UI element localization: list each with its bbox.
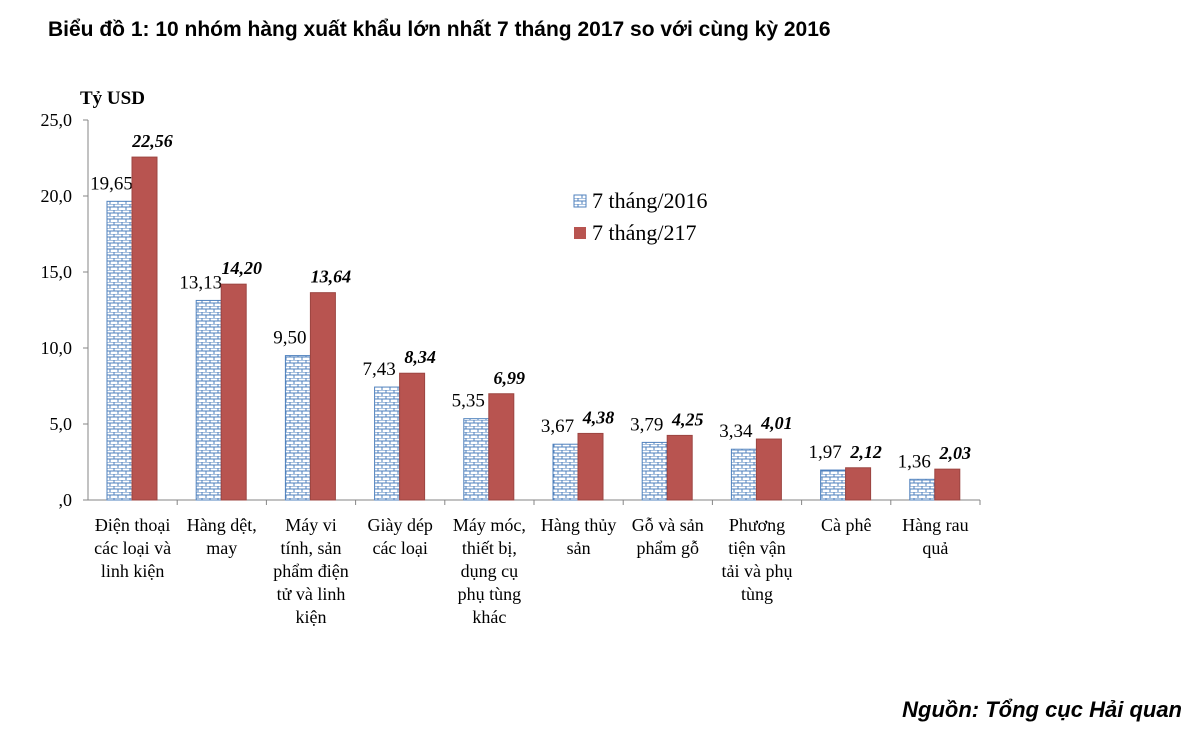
x-tick-label-line: Cà phê — [821, 515, 871, 535]
data-label-2017: 2,03 — [939, 443, 972, 463]
data-label-2016: 3,67 — [541, 416, 574, 437]
x-tick-label-line: tùng — [741, 584, 773, 604]
x-tick-label-line: Giày dép — [367, 515, 432, 535]
x-tick-label-line: linh kiện — [101, 561, 165, 581]
data-label-2017: 4,01 — [760, 413, 793, 433]
data-label-2016: 7,43 — [362, 359, 395, 380]
chart-title: Biểu đồ 1: 10 nhóm hàng xuất khẩu lớn nh… — [48, 18, 831, 41]
legend-label: 7 tháng/2016 — [592, 188, 708, 213]
data-label-2017: 13,64 — [311, 267, 352, 287]
bar-2017 — [131, 156, 158, 501]
bar-2017 — [220, 283, 247, 501]
legend-label: 7 tháng/217 — [592, 220, 697, 245]
data-label-2016: 19,65 — [90, 173, 133, 194]
data-label-2017: 4,25 — [671, 409, 704, 429]
x-tick-label-line: Hàng rau — [902, 515, 968, 535]
y-tick-label: 5,0 — [50, 414, 73, 434]
data-label-2017: 6,99 — [494, 368, 526, 388]
y-tick-label: 20,0 — [41, 186, 73, 206]
bar-2017 — [666, 434, 693, 501]
bar-2017 — [399, 372, 426, 501]
y-axis-title: Tỷ USD — [80, 88, 145, 109]
x-tick-label: Hàng thủy sản — [541, 515, 617, 558]
data-label-2017: 4,38 — [582, 407, 615, 427]
bar-2017 — [755, 438, 782, 501]
data-label-2016: 1,36 — [898, 451, 931, 472]
x-tick-label-line: kiện — [296, 607, 327, 627]
x-tick-label: Giày dép các loại — [367, 515, 432, 558]
x-tick-label-line: Hàng dệt, — [187, 515, 257, 535]
y-tick-label: 15,0 — [41, 262, 73, 282]
bar-2016 — [195, 299, 222, 501]
x-tick-label-line: quả — [922, 538, 948, 558]
bar-2016 — [820, 469, 847, 501]
x-tick-label: Máy vi tính, sản phẩm điện tử và linh kiện — [273, 515, 348, 627]
x-tick-label-line: Hàng thủy — [541, 515, 617, 535]
x-tick-label-line: phẩm điện — [273, 561, 348, 581]
x-tick-label-line: Điện thoại — [95, 515, 170, 535]
x-tick-label-line: Máy vi — [285, 515, 337, 535]
x-tick-label-line: các loại và — [94, 538, 171, 558]
bar-2016 — [552, 443, 579, 501]
data-label-2017: 2,12 — [849, 442, 882, 462]
bar-2017 — [934, 468, 961, 501]
data-label-2017: 8,34 — [404, 347, 436, 367]
x-tick-label: Cà phê — [821, 515, 871, 535]
x-tick-label-line: tải và phụ — [722, 561, 793, 581]
data-label-2017: 14,20 — [221, 258, 262, 278]
data-label-2016: 3,34 — [719, 421, 753, 442]
bar-2017 — [577, 432, 604, 501]
bar-2016 — [374, 386, 401, 501]
x-tick-label-line: các loại — [372, 538, 427, 558]
y-tick-label: 25,0 — [41, 110, 73, 130]
data-label-2016: 9,50 — [273, 328, 306, 349]
y-tick-label: 10,0 — [41, 338, 73, 358]
x-tick-label: Hàng dệt, may — [187, 515, 257, 558]
x-tick-label-line: tính, sản — [281, 538, 342, 558]
x-tick-label-line: thiết bị, — [462, 538, 517, 558]
bar-2017 — [488, 393, 515, 501]
bar-2016 — [909, 478, 936, 501]
x-tick-label-line: phụ tùng — [458, 584, 522, 604]
x-tick-label: Phương tiện vận tải và phụ tùng — [722, 515, 793, 604]
bar-2017 — [309, 292, 336, 501]
legend-swatch — [574, 227, 586, 239]
data-label-2016: 1,97 — [808, 442, 841, 463]
y-tick-label: ,0 — [59, 490, 73, 510]
x-tick-label: Điện thoại các loại và linh kiện — [94, 515, 171, 581]
x-tick-label: Gỗ và sản phẩm gỗ — [632, 515, 704, 558]
x-tick-label-line: Gỗ và sản — [632, 515, 704, 535]
data-label-2016: 3,79 — [630, 414, 663, 435]
bar-2017 — [845, 467, 872, 501]
bar-2016 — [730, 448, 757, 501]
x-tick-label-line: tiện vận — [728, 538, 785, 558]
x-tick-label-line: sản — [567, 538, 591, 558]
data-label-2017: 22,56 — [131, 131, 173, 151]
x-tick-label: Hàng rau quả — [902, 515, 968, 558]
x-tick-label: Máy móc, thiết bị, dụng cụ phụ tùng khác — [453, 515, 526, 627]
x-tick-label-line: Máy móc, — [453, 515, 526, 535]
x-tick-label-line: Phương — [729, 515, 785, 535]
data-label-2016: 13,13 — [179, 272, 222, 293]
legend-swatch — [573, 194, 587, 208]
x-tick-label-line: may — [206, 538, 237, 558]
bar-2016 — [641, 441, 668, 501]
x-tick-label-line: phẩm gỗ — [637, 538, 700, 558]
x-tick-label-line: khác — [472, 607, 506, 627]
data-label-2016: 5,35 — [452, 391, 485, 412]
bar-2016 — [463, 418, 490, 501]
x-tick-label-line: tử và linh — [277, 584, 346, 604]
x-tick-label-line: dụng cụ — [461, 561, 519, 581]
bar-2016 — [106, 200, 133, 501]
source-note: Nguồn: Tổng cục Hải quan — [902, 697, 1182, 722]
bar-2016 — [284, 355, 311, 501]
